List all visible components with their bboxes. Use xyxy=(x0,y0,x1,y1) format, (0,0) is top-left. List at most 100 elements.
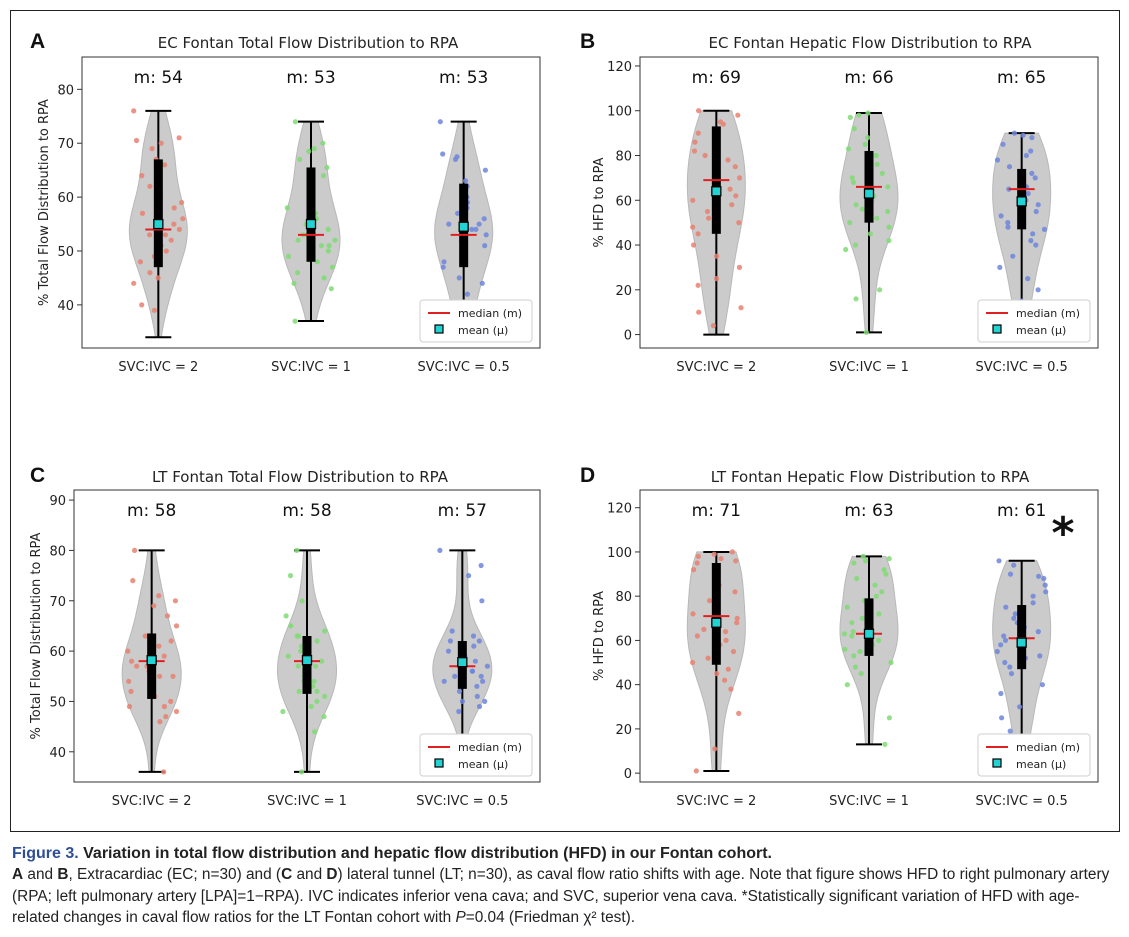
data-point xyxy=(469,226,475,232)
data-point xyxy=(1008,671,1015,677)
data-point xyxy=(701,626,707,633)
data-point xyxy=(728,686,734,692)
data-point xyxy=(476,638,482,644)
data-point xyxy=(456,688,463,695)
caption-figure-label: Figure 3. xyxy=(12,845,79,862)
data-point xyxy=(695,282,701,288)
data-point xyxy=(469,668,475,674)
y-tick-label: 80 xyxy=(615,149,632,164)
data-point xyxy=(285,653,291,659)
chart-panel-d: D LT Fontan Hepatic Flow Distribution to … xyxy=(580,464,1099,809)
data-point xyxy=(325,248,331,254)
legend-mean-label: mean (μ) xyxy=(458,758,508,771)
data-point xyxy=(690,611,696,617)
data-point xyxy=(849,175,855,181)
median-label: m: 71 xyxy=(692,501,741,521)
median-label: m: 61 xyxy=(997,501,1046,521)
data-point xyxy=(849,633,855,639)
data-point xyxy=(478,562,484,569)
data-point xyxy=(456,708,462,715)
data-point xyxy=(733,558,739,564)
legend-mean-swatch xyxy=(992,758,1002,768)
data-point xyxy=(994,157,1001,163)
data-point xyxy=(693,768,699,774)
data-point xyxy=(729,549,736,555)
data-point xyxy=(470,633,477,639)
iqr-box xyxy=(864,598,874,656)
caption-ref-d: D xyxy=(326,866,338,883)
caption-ref-c: C xyxy=(281,866,293,883)
data-point xyxy=(691,567,697,573)
data-point xyxy=(322,628,328,634)
data-point xyxy=(1025,276,1031,282)
data-point xyxy=(131,280,137,286)
data-point xyxy=(157,719,163,725)
data-point xyxy=(139,302,145,308)
caption-text-3: =0.04 (Friedman χ² test). xyxy=(465,909,636,926)
chart-panel-b: B EC Fontan Hepatic Flow Distribution to … xyxy=(580,30,1099,375)
data-point xyxy=(850,179,857,185)
data-point xyxy=(161,653,167,659)
data-point xyxy=(162,162,168,168)
data-point xyxy=(151,603,157,609)
data-point xyxy=(1033,242,1039,248)
data-point xyxy=(873,152,879,159)
y-axis-label-b: % HFD to RPA xyxy=(592,157,607,247)
legend-mean-swatch xyxy=(434,758,444,768)
data-point xyxy=(886,556,892,562)
data-point xyxy=(1029,135,1035,141)
data-point xyxy=(1030,593,1036,599)
y-tick-label: 70 xyxy=(49,595,66,610)
median-label: m: 69 xyxy=(692,68,741,88)
data-point xyxy=(283,613,289,619)
caption-figure-title: Variation in total flow distribution and… xyxy=(83,845,772,862)
median-label: m: 53 xyxy=(439,68,488,88)
data-point xyxy=(437,547,443,554)
legend-box xyxy=(419,299,533,343)
data-point xyxy=(321,714,327,720)
data-point xyxy=(176,226,182,232)
data-point xyxy=(168,638,174,644)
data-point xyxy=(285,253,292,259)
data-point xyxy=(847,220,853,226)
chart-title-b: EC Fontan Hepatic Flow Distribution to R… xyxy=(708,34,1032,52)
data-point xyxy=(888,659,894,666)
data-point xyxy=(441,259,447,265)
data-point xyxy=(690,197,696,203)
data-point xyxy=(280,708,286,715)
data-point xyxy=(1006,164,1013,170)
caption-p-symbol: P xyxy=(455,909,466,926)
data-point xyxy=(1032,175,1038,181)
data-point xyxy=(723,637,729,644)
data-point xyxy=(464,291,470,297)
data-point xyxy=(879,589,885,595)
data-point xyxy=(314,638,320,644)
data-point xyxy=(881,567,887,573)
data-point xyxy=(874,215,880,221)
data-point xyxy=(147,183,153,189)
data-point xyxy=(865,135,871,141)
data-point xyxy=(1030,600,1036,606)
y-tick-label: 100 xyxy=(607,105,632,120)
data-point xyxy=(298,648,304,654)
y-tick-label: 120 xyxy=(607,502,632,517)
data-point xyxy=(128,688,134,695)
x-tick-label: SVC:IVC = 2 xyxy=(676,794,756,809)
data-point xyxy=(885,208,891,215)
data-point xyxy=(692,139,698,145)
data-point xyxy=(872,582,878,588)
data-point xyxy=(997,264,1003,270)
data-point xyxy=(147,270,153,276)
data-point xyxy=(168,698,174,705)
data-point xyxy=(126,678,132,684)
data-point xyxy=(862,141,868,147)
data-point xyxy=(318,243,324,249)
data-point xyxy=(314,688,320,695)
data-point xyxy=(295,237,301,243)
data-point xyxy=(865,110,871,116)
data-point xyxy=(173,708,180,715)
legend-box xyxy=(977,733,1091,777)
data-point xyxy=(1005,224,1011,230)
data-point xyxy=(1012,611,1018,617)
data-point xyxy=(288,623,294,629)
